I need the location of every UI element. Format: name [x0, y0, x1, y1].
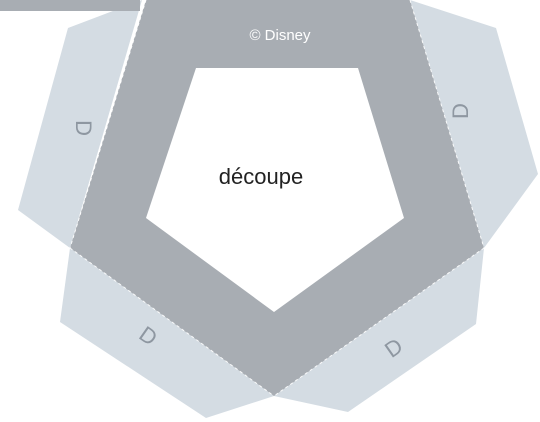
glue-tab-bottom-left [60, 248, 274, 418]
tab-letter-top-right: D [448, 103, 473, 119]
glue-tab-top-right [410, 0, 538, 248]
fold-line-top-right [409, 0, 485, 249]
cutout-label: découpe [219, 164, 303, 189]
glue-tab-bottom-right [274, 248, 484, 412]
copyright-notice: © Disney [249, 27, 311, 44]
tab-letter-top-left: D [71, 120, 96, 136]
glue-tab-top-left [18, 0, 142, 248]
fold-line-top-left [69, 0, 147, 249]
pentagon-frame [70, 0, 484, 396]
top-strip [0, 0, 140, 11]
fold-line-bottom-right [273, 247, 485, 397]
fold-line-bottom-left [69, 247, 275, 397]
